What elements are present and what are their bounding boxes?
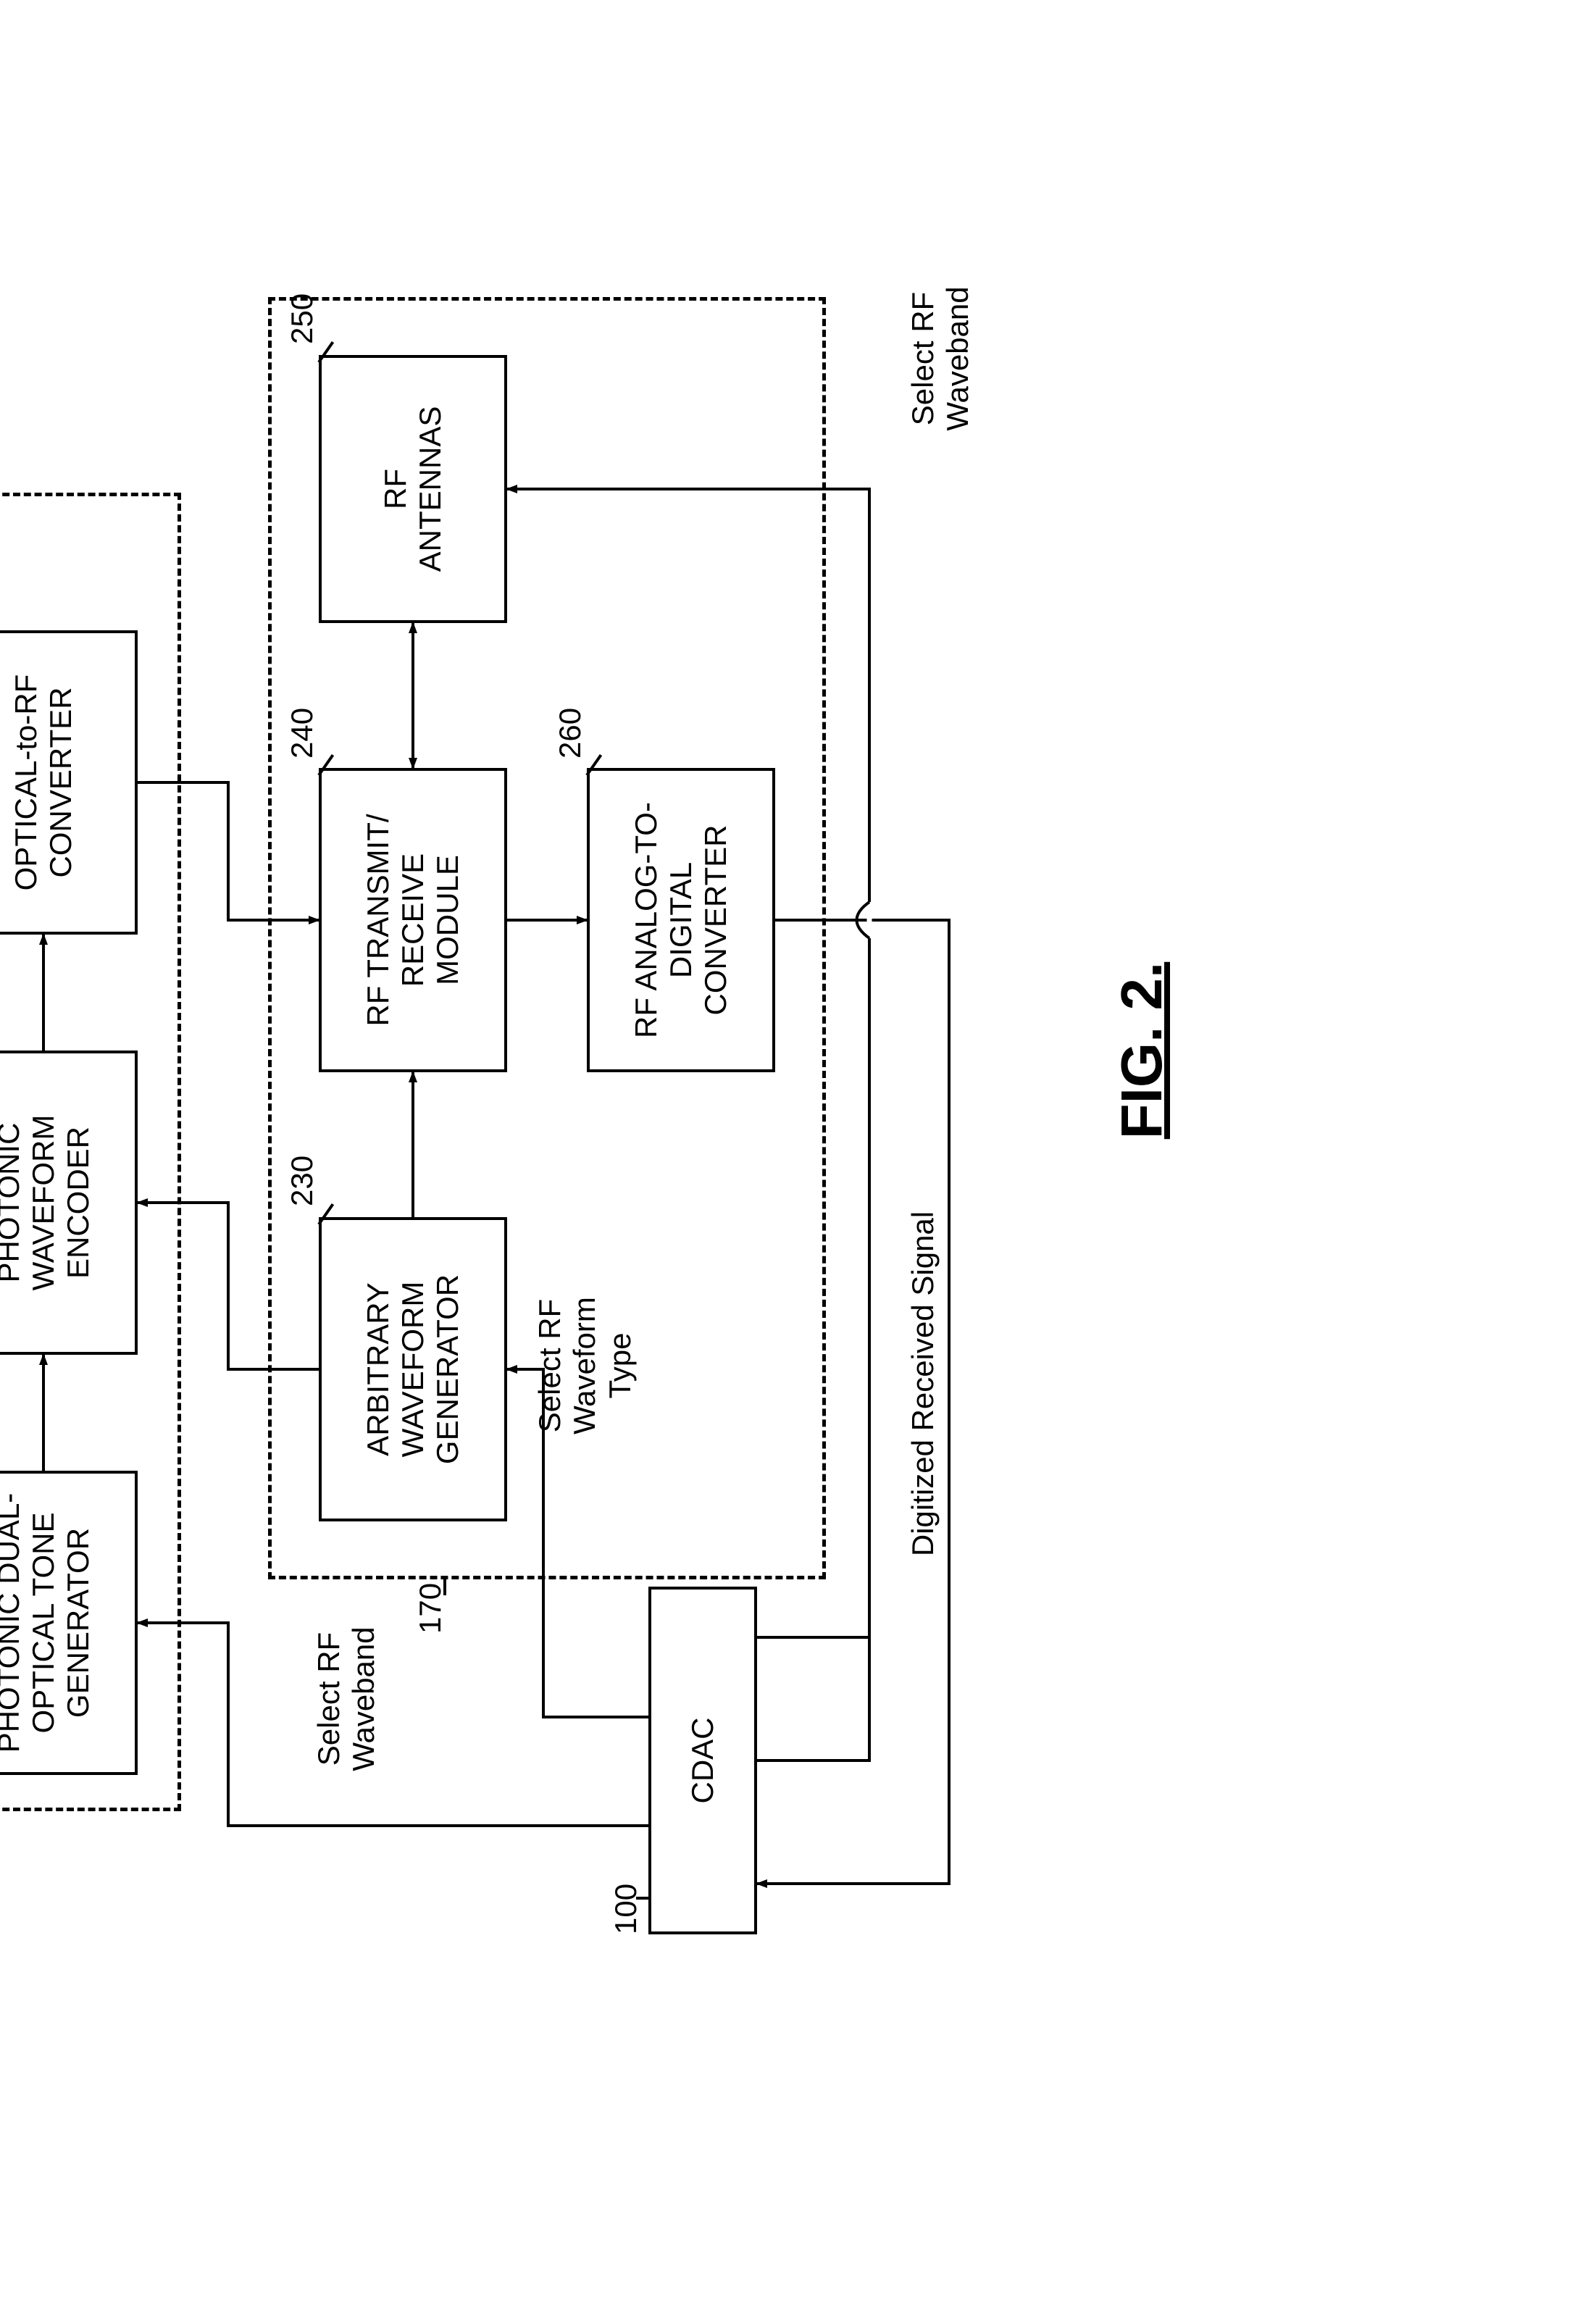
arrows-layer bbox=[0, 72, 1268, 2029]
page: CDAC PHOTONIC DUAL-OPTICAL TONEGENERATOR… bbox=[0, 0, 1596, 2314]
figure-caption-text: FIG. 2. bbox=[1109, 962, 1174, 1140]
figure-caption: FIG. 2. bbox=[1108, 72, 1175, 2029]
diagram-canvas: CDAC PHOTONIC DUAL-OPTICAL TONEGENERATOR… bbox=[0, 72, 1268, 2029]
